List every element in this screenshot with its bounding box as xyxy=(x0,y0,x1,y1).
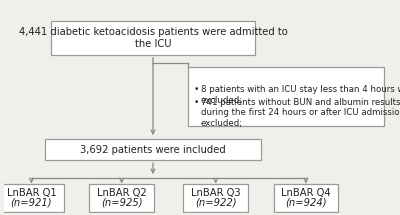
Text: 8 patients with an ICU stay less than 4 hours were
excluded;: 8 patients with an ICU stay less than 4 … xyxy=(201,85,400,105)
Bar xyxy=(274,184,338,212)
Bar xyxy=(188,68,384,126)
Text: LnBAR Q2: LnBAR Q2 xyxy=(97,189,146,198)
Bar xyxy=(89,184,154,212)
Bar xyxy=(0,184,64,212)
Bar xyxy=(51,21,255,55)
Text: •: • xyxy=(194,98,200,107)
Bar xyxy=(45,139,261,160)
Text: (n=922): (n=922) xyxy=(195,198,236,208)
Text: LnBAR Q1: LnBAR Q1 xyxy=(6,189,56,198)
Text: 741 patients without BUN and albumin results
during the first 24 hours or after : 741 patients without BUN and albumin res… xyxy=(201,98,400,128)
Text: 3,692 patients were included: 3,692 patients were included xyxy=(80,145,226,155)
Text: •: • xyxy=(194,85,200,94)
Text: 4,441 diabetic ketoacidosis patients were admitted to
the ICU: 4,441 diabetic ketoacidosis patients wer… xyxy=(18,27,287,49)
Text: (n=921): (n=921) xyxy=(11,198,52,208)
Text: (n=924): (n=924) xyxy=(285,198,327,208)
Text: LnBAR Q3: LnBAR Q3 xyxy=(191,189,240,198)
Text: (n=925): (n=925) xyxy=(101,198,142,208)
Text: LnBAR Q4: LnBAR Q4 xyxy=(281,189,331,198)
Bar xyxy=(183,184,248,212)
